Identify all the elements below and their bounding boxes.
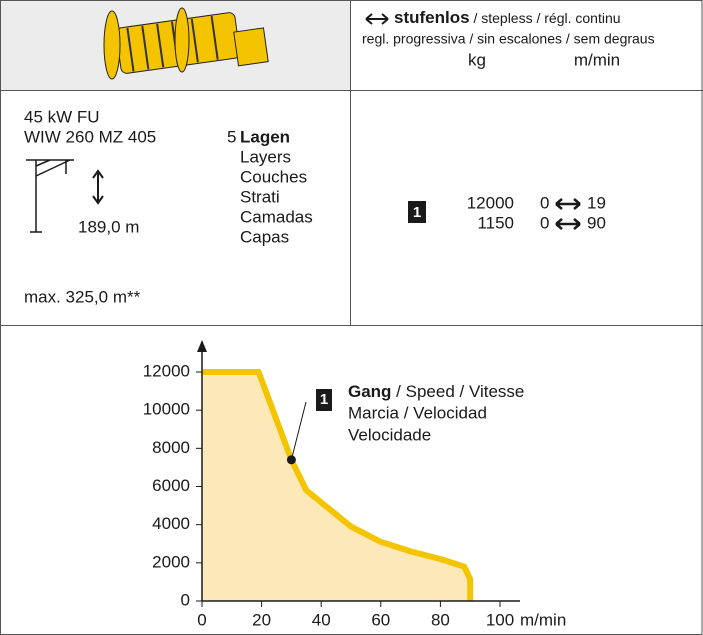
- range-arrow: [556, 219, 580, 229]
- bidirectional-arrow: [366, 14, 388, 24]
- x-tick-label: 80: [431, 610, 450, 629]
- stufenlos: stufenlos: [394, 8, 470, 27]
- load: 1150: [477, 213, 514, 232]
- speed-min: 0: [540, 193, 549, 212]
- x-tick-label: 60: [371, 610, 390, 629]
- modes-line-1: stufenlos / stepless / régl. continu: [394, 8, 621, 27]
- height-arrow: [93, 171, 103, 203]
- layer-name: Couches: [240, 167, 307, 186]
- speed-max: 90: [587, 213, 606, 232]
- max-height: max. 325,0 m**: [24, 287, 141, 306]
- marker-label: Velocidade: [348, 425, 431, 444]
- y-tick-label: 0: [181, 590, 190, 609]
- layer-name: Strati: [240, 187, 280, 206]
- unit-kg: kg: [468, 50, 486, 69]
- y-tick-label: 12000: [143, 361, 190, 380]
- gear-badge-label: 1: [413, 204, 421, 221]
- x-axis-label: m/min: [520, 610, 566, 629]
- height: 189,0 m: [78, 217, 139, 236]
- model: WIW 260 MZ 405: [24, 127, 156, 146]
- crane-icon: [26, 160, 74, 232]
- layers-count: 5: [227, 127, 236, 146]
- load-speed-chart: 0 2000 4000 6000 8000 10000 12000 0 20 40 60 80 100 m…: [143, 340, 567, 629]
- x-tick-label: 0: [197, 610, 206, 629]
- load: 12000: [467, 193, 514, 212]
- y-tick-label: 4000: [152, 514, 190, 533]
- speed: / Speed / Vitesse: [391, 382, 524, 401]
- modes-line-2: regl. progressiva / sin escalones / sem …: [362, 31, 655, 47]
- y-tick-label: 2000: [152, 552, 190, 571]
- power: 45 kW FU: [24, 107, 100, 126]
- marker-point: [287, 455, 296, 464]
- layer-name: Layers: [240, 147, 291, 166]
- marker-label: Gang / Speed / Vitesse: [348, 382, 524, 401]
- y-tick-label: 6000: [152, 476, 190, 495]
- marker-label: Marcia / Velocidad: [348, 403, 487, 422]
- layer-name: Lagen: [240, 127, 290, 146]
- gang: Gang: [348, 382, 391, 401]
- layer-name: Capas: [240, 227, 289, 246]
- speed-max: 19: [587, 193, 606, 212]
- speed-min: 0: [540, 213, 549, 232]
- range-arrow: [556, 199, 580, 209]
- x-tick-label: 40: [312, 610, 331, 629]
- marker-badge-label: 1: [320, 391, 328, 408]
- y-arrow: [197, 340, 207, 352]
- x-tick-label: 100: [486, 610, 514, 629]
- unit-speed: m/min: [574, 50, 620, 69]
- modes: / stepless / régl. continu: [470, 10, 621, 26]
- y-tick-label: 10000: [143, 400, 190, 419]
- marker-leader: [291, 402, 306, 460]
- layer-name: Camadas: [240, 207, 313, 226]
- y-tick-label: 8000: [152, 438, 190, 457]
- datasheet: stufenlos / stepless / régl. continu reg…: [0, 0, 703, 635]
- x-tick-label: 20: [252, 610, 271, 629]
